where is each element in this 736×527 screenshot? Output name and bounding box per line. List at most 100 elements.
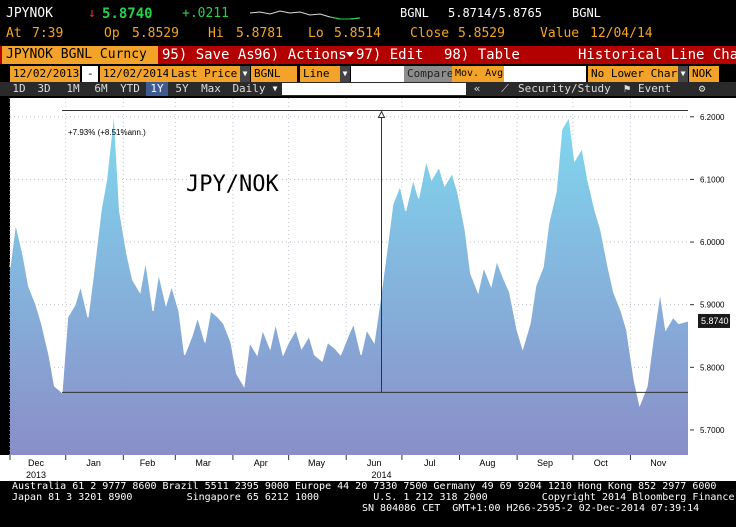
event-button[interactable]: Event	[638, 82, 672, 95]
value-date: 12/04/14	[590, 26, 653, 41]
style-select[interactable]: Line	[300, 66, 340, 82]
open-value: 5.8529	[132, 26, 179, 41]
actions-button[interactable]: 96) Actions	[254, 47, 347, 63]
function-title: Historical Line Chart	[578, 47, 736, 63]
reference-lines	[62, 110, 688, 393]
x-tick-label: Dec	[28, 458, 45, 468]
save-as-button[interactable]: 95) Save As	[162, 47, 255, 63]
year-label: 2013	[26, 470, 46, 480]
down-arrow-icon: ↓	[88, 6, 96, 21]
parameter-bar: 12/02/2013 - 12/02/2014 Last Price ▼ BGN…	[0, 66, 736, 82]
y-tick-label: 6.1000	[700, 175, 725, 184]
flag-icon: ⚑	[623, 82, 631, 95]
last-price-box	[698, 313, 730, 328]
compare-button[interactable]: Compare	[404, 66, 453, 82]
footer-line-3: SN 804086 CET GMT+1:00 H266-2595-2 02-De…	[362, 503, 700, 514]
lower-chart-select[interactable]: No Lower Chart	[588, 66, 684, 82]
quote-row-1: JPYNOK ↓ 5.8740 +.0211 BGNL 5.8714/5.876…	[0, 6, 736, 26]
footer-line-1: Australia 61 2 9777 8600 Brazil 5511 239…	[12, 481, 717, 492]
field-dropdown-chevron-icon[interactable]: ▼	[240, 66, 250, 82]
value-label: Value	[540, 26, 580, 41]
period-3d-button[interactable]: 3D	[37, 82, 51, 95]
chart-title: JPY/NOK	[186, 172, 279, 197]
start-date-field[interactable]: 12/02/2013	[10, 66, 80, 82]
y-axis-panel	[690, 98, 736, 455]
x-tick-label: Oct	[594, 458, 609, 468]
x-tick-label: Jun	[367, 458, 382, 468]
low-value: 5.8514	[334, 26, 381, 41]
blank-field	[504, 66, 586, 82]
period-5y-button[interactable]: 5Y	[175, 82, 189, 95]
x-tick-label: Sep	[537, 458, 553, 468]
price-area	[10, 110, 688, 455]
y-tick-label: 6.2000	[700, 113, 725, 122]
time-value: 7:39	[32, 26, 64, 41]
net-change: +.0211	[182, 6, 229, 21]
field-select[interactable]: Last Price	[168, 66, 240, 82]
menu-bar: 95) Save As 96) Actions 97) Edit 98) Tab…	[0, 46, 736, 64]
quote-row-2: At 7:39 Op 5.8529 Hi 5.8781 Lo 5.8514 Cl…	[0, 26, 736, 44]
x-axis: Dec Jan Feb Mar Apr May Jun Jul Aug Sep Oct Nov 2013…	[9, 455, 667, 480]
compare-input[interactable]	[351, 66, 404, 82]
price-line	[9, 110, 689, 407]
open-label: Op	[104, 26, 120, 41]
y-tick-label: 6.0000	[700, 238, 725, 247]
actions-chevron-down-icon	[346, 52, 354, 57]
bid-ask: 5.8714/5.8765	[448, 6, 542, 20]
bid-ask-source: BGNL	[400, 6, 429, 20]
y-tick-label: 5.7000	[700, 426, 725, 435]
security-study-button[interactable]: Security/Study	[518, 82, 611, 95]
footer: Australia 61 2 9777 8600 Brazil 5511 239…	[0, 481, 736, 527]
x-axis-panel	[0, 455, 736, 481]
high-value: 5.8781	[236, 26, 283, 41]
high-label: Hi	[208, 26, 224, 41]
last-price-text: 5.8740	[701, 316, 729, 326]
change-annotation: +7.93% (+8.51%ann.)	[68, 128, 146, 137]
mov-avgs-button[interactable]: Mov. Avgs	[452, 66, 509, 82]
source-field[interactable]: BGNL	[251, 66, 297, 82]
y-axis: 5.7000 5.8000 5.9000 6.0000 6.1000 6.2000	[690, 113, 725, 435]
x-tick-label: Jul	[424, 458, 436, 468]
x-tick-label: May	[308, 458, 326, 468]
triangle-marker-icon	[377, 110, 386, 119]
lower-chart-dropdown-chevron-icon[interactable]: ▼	[678, 66, 688, 82]
currency-field[interactable]: NOK	[689, 66, 719, 82]
interval-select[interactable]: Daily	[232, 82, 266, 95]
x-tick-label: Jan	[86, 458, 101, 468]
y-tick-label: 5.8000	[700, 363, 725, 372]
sparkline-icon	[250, 10, 361, 20]
x-tick-label: Mar	[195, 458, 211, 468]
close-value: 5.8529	[458, 26, 505, 41]
period-1m-button[interactable]: 1M	[66, 82, 80, 95]
year-label: 2014	[371, 470, 391, 480]
period-1y-button[interactable]: 1Y	[146, 82, 168, 96]
gear-icon[interactable]: ⚙	[698, 82, 706, 95]
interval-chevron-icon[interactable]: ▼	[270, 82, 280, 96]
price-chart[interactable]: +7.93% (+8.51%ann.) JPY/NOK 5.7000 5.8000…	[0, 98, 736, 496]
period-1d-button[interactable]: 1D	[12, 82, 26, 95]
footer-line-2: Japan 81 3 3201 8900 Singapore 65 6212 1…	[12, 492, 736, 503]
period-max-button[interactable]: Max	[201, 82, 221, 95]
search-input[interactable]	[282, 83, 466, 95]
edit-button[interactable]: 97) Edit	[356, 47, 424, 63]
x-tick-label: Nov	[650, 458, 667, 468]
last-price: 5.8740	[102, 6, 153, 22]
end-date-field[interactable]: 12/02/2014	[100, 66, 169, 82]
double-chevron-left-icon[interactable]: «	[473, 82, 481, 95]
low-label: Lo	[308, 26, 324, 41]
last-price-label: 5.8740	[698, 313, 730, 328]
security-field[interactable]: JPYNOK BGNL Curncy	[2, 46, 158, 64]
table-button[interactable]: 98) Table	[444, 47, 520, 63]
close-label: Close	[410, 26, 450, 41]
x-tick-label: Feb	[140, 458, 156, 468]
x-tick-label: Aug	[479, 458, 495, 468]
style-dropdown-chevron-icon[interactable]: ▼	[340, 66, 350, 82]
time-label: At	[6, 26, 22, 41]
date-separator: -	[82, 66, 98, 82]
period-6m-button[interactable]: 6M	[94, 82, 108, 95]
line-chart-icon: ⟋	[501, 82, 509, 95]
ticker: JPYNOK	[6, 6, 53, 21]
period-ytd-button[interactable]: YTD	[120, 82, 140, 95]
y-tick-label: 5.9000	[700, 301, 725, 310]
x-tick-label: Apr	[254, 458, 268, 468]
